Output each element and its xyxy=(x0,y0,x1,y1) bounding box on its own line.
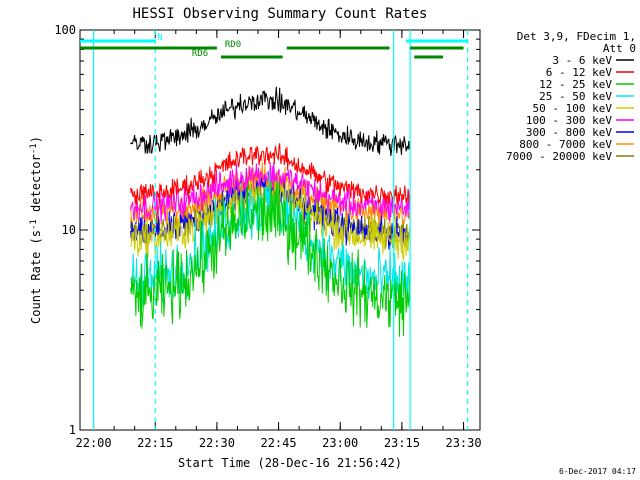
x-tick-label: 22:00 xyxy=(76,436,112,450)
chart-title: HESSI Observing Summary Count Rates xyxy=(132,6,427,22)
flag-label: RD6 xyxy=(192,49,208,59)
x-tick-label: 23:15 xyxy=(384,436,420,450)
legend-entry-label: 300 - 800 keV xyxy=(526,126,612,139)
legend-entry-label: 25 - 50 keV xyxy=(539,90,612,103)
y-tick-label: 10 xyxy=(62,223,76,237)
series-line xyxy=(130,86,411,156)
plot-area xyxy=(79,29,481,431)
legend-entry-label: 800 - 7000 keV xyxy=(519,138,612,151)
x-tick-label: 22:45 xyxy=(260,436,296,450)
y-axis-label: Count Rate (s-1 detector-1) xyxy=(29,136,43,324)
x-tick-label: 23:30 xyxy=(445,436,481,450)
legend-entry-label: 50 - 100 keV xyxy=(533,102,613,115)
x-tick-label: 23:00 xyxy=(322,436,358,450)
legend-header-line-2: Att 0 xyxy=(603,42,636,55)
x-axis-label: Start Time (28-Dec-16 21:56:42) xyxy=(178,456,402,470)
series-line xyxy=(130,143,411,206)
flag-label: RD0 xyxy=(225,40,241,50)
legend-entry-label: 100 - 300 keV xyxy=(526,114,612,127)
footer-timestamp: 6-Dec-2017 04:17 xyxy=(559,467,636,476)
x-tick-label: 22:15 xyxy=(137,436,173,450)
legend-entry-label: 12 - 25 keV xyxy=(539,78,612,91)
y-tick-label: 1 xyxy=(69,423,76,437)
flag-label: N xyxy=(157,33,162,43)
legend-entry-label: 7000 - 20000 keV xyxy=(506,150,612,163)
y-tick-label: 100 xyxy=(54,23,76,37)
x-tick-label: 22:30 xyxy=(199,436,235,450)
legend-entry-label: 3 - 6 keV xyxy=(552,54,612,67)
legend-entry-label: 6 - 12 keV xyxy=(546,66,613,79)
series-line xyxy=(130,181,411,337)
legend-header-line-1: Det 3,9, FDecim 1, xyxy=(517,30,636,43)
